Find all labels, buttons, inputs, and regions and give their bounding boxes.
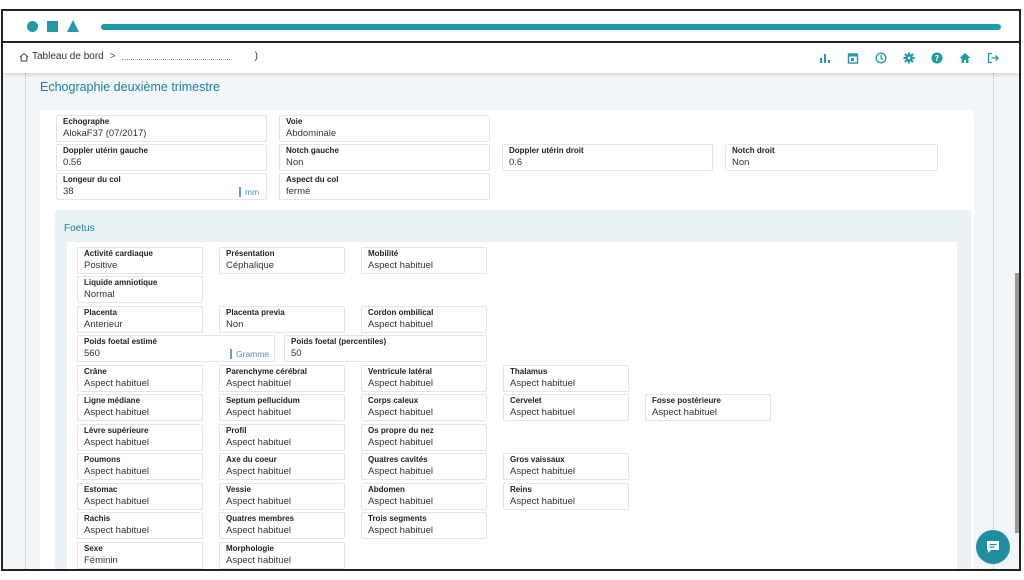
- home-icon[interactable]: [957, 50, 973, 66]
- presentation-field[interactable]: Présentation Céphalique: [219, 247, 345, 274]
- window-chrome: [3, 11, 1019, 43]
- crane-field[interactable]: Crâne Aspect habituel: [77, 365, 203, 392]
- levre-field[interactable]: Lèvre supérieure Aspect habituel: [77, 424, 203, 451]
- address-bar[interactable]: [101, 24, 1001, 30]
- longueur-col-field[interactable]: Longeur du col 38 mm: [56, 173, 267, 200]
- breadcrumb: Tableau de bord > ): [19, 51, 258, 62]
- foetus-fields: Activité cardiaque Positive Présentation…: [67, 242, 957, 569]
- echographe-field[interactable]: Echographe AlokaF37 (07/2017): [56, 115, 267, 142]
- sexe-field[interactable]: Sexe Féminin: [77, 542, 203, 569]
- liquide-field[interactable]: Liquide amniotique Normal: [77, 276, 203, 303]
- home-outline-icon: [19, 52, 29, 61]
- help-icon[interactable]: ?: [929, 50, 945, 66]
- fosse-field[interactable]: Fosse postérieure Aspect habituel: [645, 394, 771, 421]
- cervelet-field[interactable]: Cervelet Aspect habituel: [503, 394, 629, 421]
- parenchyme-field[interactable]: Parenchyme cérébral Aspect habituel: [219, 365, 345, 392]
- trois-segments-field[interactable]: Trois segments Aspect habituel: [361, 512, 487, 539]
- breadcrumb-root[interactable]: Tableau de bord: [32, 51, 104, 62]
- poumons-field[interactable]: Poumons Aspect habituel: [77, 453, 203, 480]
- header-toolbar: ?: [817, 50, 1001, 66]
- poids-field[interactable]: Poids foetal estimé 560 Gramme: [77, 335, 275, 362]
- chat-button[interactable]: [976, 530, 1010, 564]
- foetus-section: Foetus Activité cardiaque Positive Prése…: [55, 210, 971, 569]
- svg-text:?: ?: [935, 54, 940, 63]
- reins-field[interactable]: Reins Aspect habituel: [503, 483, 629, 510]
- exam-card: Echographe AlokaF37 (07/2017) Voie Abdom…: [40, 110, 974, 569]
- doppler-droit-field[interactable]: Doppler utérin droit 0.6: [502, 144, 713, 171]
- clock-icon[interactable]: [873, 50, 889, 66]
- placenta-previa-field[interactable]: Placenta previa Non: [219, 306, 345, 333]
- circle-icon: [27, 21, 38, 32]
- os-nez-field[interactable]: Os propre du nez Aspect habituel: [361, 424, 487, 451]
- vessie-field[interactable]: Vessie Aspect habituel: [219, 483, 345, 510]
- activite-field[interactable]: Activité cardiaque Positive: [77, 247, 203, 274]
- breadcrumb-end: ): [254, 51, 258, 62]
- profil-field[interactable]: Profil Aspect habituel: [219, 424, 345, 451]
- left-guide: [25, 73, 26, 569]
- calendar-icon[interactable]: [845, 50, 861, 66]
- axe-coeur-field[interactable]: Axe du coeur Aspect habituel: [219, 453, 345, 480]
- doppler-gauche-field[interactable]: Doppler utérin gauche 0.56: [56, 144, 267, 171]
- rachis-field[interactable]: Rachis Aspect habituel: [77, 512, 203, 539]
- scrollbar[interactable]: [1015, 273, 1019, 533]
- app-header: Tableau de bord > ) ?: [3, 45, 1019, 73]
- gros-vaissaux-field[interactable]: Gros vaissaux Aspect habituel: [503, 453, 629, 480]
- mobilite-field[interactable]: Mobilité Aspect habituel: [361, 247, 487, 274]
- poids-percentiles-field[interactable]: Poids foetal (percentiles) 50: [284, 335, 487, 362]
- ventricule-field[interactable]: Ventricule latéral Aspect habituel: [361, 365, 487, 392]
- unit-mm: mm: [239, 187, 259, 197]
- unit-gramme: Gramme: [230, 349, 269, 359]
- corps-caleux-field[interactable]: Corps caleux Aspect habituel: [361, 394, 487, 421]
- placenta-field[interactable]: Placenta Anterieur: [77, 306, 203, 333]
- morphologie-field[interactable]: Morphologie Aspect habituel: [219, 542, 345, 569]
- septum-field[interactable]: Septum pellucidum Aspect habituel: [219, 394, 345, 421]
- gear-icon[interactable]: [901, 50, 917, 66]
- page-content[interactable]: Echographie deuxième trimestre Echograph…: [3, 73, 1019, 569]
- right-guide: [993, 73, 994, 569]
- estomac-field[interactable]: Estomac Aspect habituel: [77, 483, 203, 510]
- voie-field[interactable]: Voie Abdominale: [279, 115, 490, 142]
- chart-icon[interactable]: [817, 50, 833, 66]
- quatres-cavites-field[interactable]: Quatres cavités Aspect habituel: [361, 453, 487, 480]
- abdomen-field[interactable]: Abdomen Aspect habituel: [361, 483, 487, 510]
- ligne-mediane-field[interactable]: Ligne médiane Aspect habituel: [77, 394, 203, 421]
- triangle-icon: [67, 20, 79, 32]
- breadcrumb-separator: >: [109, 51, 116, 62]
- page-title: Echographie deuxième trimestre: [40, 80, 220, 94]
- cordon-field[interactable]: Cordon ombilical Aspect habituel: [361, 306, 487, 333]
- quatres-membres-field[interactable]: Quatres membres Aspect habituel: [219, 512, 345, 539]
- logout-icon[interactable]: [985, 50, 1001, 66]
- thalamus-field[interactable]: Thalamus Aspect habituel: [503, 365, 629, 392]
- notch-droit-field[interactable]: Notch droit Non: [725, 144, 938, 171]
- notch-gauche-field[interactable]: Notch gauche Non: [279, 144, 490, 171]
- square-icon: [47, 21, 58, 32]
- aspect-col-field[interactable]: Aspect du col fermé: [279, 173, 490, 200]
- chat-icon: [987, 541, 999, 553]
- foetus-title: Foetus: [64, 223, 95, 234]
- breadcrumb-patient[interactable]: [121, 54, 232, 60]
